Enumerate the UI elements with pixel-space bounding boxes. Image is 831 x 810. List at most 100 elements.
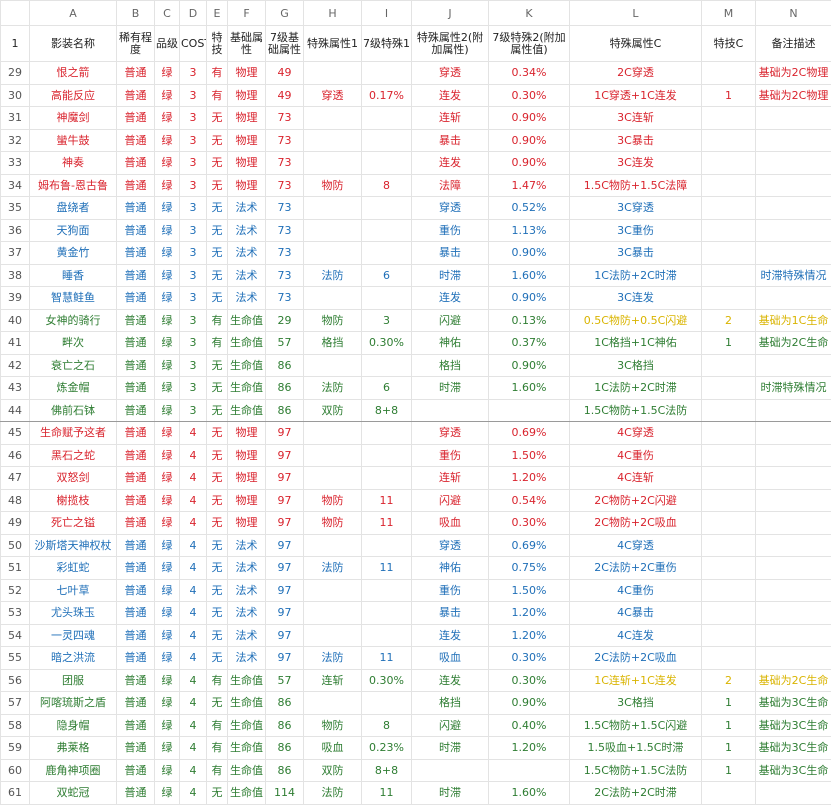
cell-base-attr[interactable]: 法术 bbox=[227, 241, 266, 265]
cell-cost[interactable]: 3 bbox=[179, 151, 207, 175]
cell-lv7-special-2[interactable]: 0.90% bbox=[488, 151, 570, 175]
cell-name[interactable]: 黑石之蛇 bbox=[29, 443, 117, 467]
cell-lv7-special-1[interactable] bbox=[361, 623, 412, 647]
cell-lv7-special-1[interactable]: 6 bbox=[361, 263, 412, 287]
column-header-e[interactable]: E bbox=[206, 0, 228, 26]
row-number[interactable]: 31 bbox=[0, 106, 30, 130]
cell-grade[interactable]: 绿 bbox=[154, 466, 180, 490]
cell-skill-c[interactable]: 1 bbox=[701, 758, 756, 782]
cell-rarity[interactable]: 普通 bbox=[116, 758, 155, 782]
column-header-k[interactable]: K bbox=[488, 0, 570, 26]
cell-notes[interactable]: 基础为2C生命 bbox=[755, 331, 831, 355]
cell-skill[interactable]: 无 bbox=[206, 173, 228, 197]
cell-rarity[interactable]: 普通 bbox=[116, 128, 155, 152]
cell-notes[interactable] bbox=[755, 173, 831, 197]
cell-cost[interactable]: 4 bbox=[179, 533, 207, 557]
cell-name[interactable]: 姆布鲁-恩古鲁 bbox=[29, 173, 117, 197]
cell-rarity[interactable]: 普通 bbox=[116, 286, 155, 310]
cell-notes[interactable]: 基础为3C生命 bbox=[755, 736, 831, 760]
cell-rarity[interactable]: 普通 bbox=[116, 713, 155, 737]
cell-skill-c[interactable] bbox=[701, 623, 756, 647]
cell-lv7-special-2[interactable]: 0.30% bbox=[488, 668, 570, 692]
cell-lv7-base[interactable]: 29 bbox=[265, 308, 304, 332]
cell-lv7-special-2[interactable]: 0.69% bbox=[488, 533, 570, 557]
cell-skill-c[interactable] bbox=[701, 781, 756, 805]
cell-special-c[interactable]: 1C法防+2C时滞 bbox=[569, 263, 702, 287]
cell-grade[interactable]: 绿 bbox=[154, 691, 180, 715]
cell-special-c[interactable]: 3C暴击 bbox=[569, 128, 702, 152]
cell-special-1[interactable]: 穿透 bbox=[303, 83, 362, 107]
cell-skill-c[interactable] bbox=[701, 353, 756, 377]
cell-skill[interactable]: 无 bbox=[206, 601, 228, 625]
cell-grade[interactable]: 绿 bbox=[154, 376, 180, 400]
row-number[interactable]: 34 bbox=[0, 173, 30, 197]
cell-skill-c[interactable]: 2 bbox=[701, 308, 756, 332]
cell-grade[interactable]: 绿 bbox=[154, 736, 180, 760]
cell-special-c[interactable]: 3C暴击 bbox=[569, 241, 702, 265]
row-number[interactable]: 50 bbox=[0, 533, 30, 557]
column-header-h[interactable]: H bbox=[303, 0, 362, 26]
cell-lv7-special-1[interactable] bbox=[361, 196, 412, 220]
cell-lv7-special-2[interactable]: 1.50% bbox=[488, 578, 570, 602]
row-number[interactable]: 38 bbox=[0, 263, 30, 287]
cell-skill[interactable]: 无 bbox=[206, 443, 228, 467]
cell-lv7-special-2[interactable]: 1.20% bbox=[488, 601, 570, 625]
cell-lv7-special-2[interactable]: 0.54% bbox=[488, 488, 570, 512]
row-number[interactable]: 54 bbox=[0, 623, 30, 647]
cell-skill-c[interactable]: 1 bbox=[701, 331, 756, 355]
cell-rarity[interactable]: 普通 bbox=[116, 623, 155, 647]
cell-base-attr[interactable]: 法术 bbox=[227, 646, 266, 670]
cell-notes[interactable]: 基础为2C物理 bbox=[755, 83, 831, 107]
cell-lv7-base[interactable]: 73 bbox=[265, 151, 304, 175]
cell-name[interactable]: 炼金帽 bbox=[29, 376, 117, 400]
cell-rarity[interactable]: 普通 bbox=[116, 83, 155, 107]
header-cell-special-2[interactable]: 特殊属性2(附加属性) bbox=[411, 25, 489, 62]
cell-skill-c[interactable] bbox=[701, 646, 756, 670]
cell-lv7-special-2[interactable]: 0.30% bbox=[488, 646, 570, 670]
column-header-n[interactable]: N bbox=[755, 0, 831, 26]
cell-special-2[interactable]: 连发 bbox=[411, 151, 489, 175]
cell-lv7-special-2[interactable] bbox=[488, 398, 570, 422]
cell-rarity[interactable]: 普通 bbox=[116, 533, 155, 557]
cell-notes[interactable] bbox=[755, 601, 831, 625]
cell-rarity[interactable]: 普通 bbox=[116, 691, 155, 715]
cell-skill[interactable]: 无 bbox=[206, 398, 228, 422]
cell-notes[interactable] bbox=[755, 128, 831, 152]
cell-lv7-special-1[interactable]: 8 bbox=[361, 713, 412, 737]
cell-special-2[interactable] bbox=[411, 398, 489, 422]
cell-lv7-special-1[interactable]: 8 bbox=[361, 173, 412, 197]
cell-lv7-base[interactable]: 73 bbox=[265, 286, 304, 310]
cell-lv7-special-1[interactable]: 0.30% bbox=[361, 668, 412, 692]
cell-special-2[interactable]: 时滞 bbox=[411, 376, 489, 400]
cell-rarity[interactable]: 普通 bbox=[116, 196, 155, 220]
cell-notes[interactable]: 时滞特殊情况 bbox=[755, 376, 831, 400]
cell-skill-c[interactable] bbox=[701, 533, 756, 557]
row-number[interactable]: 61 bbox=[0, 781, 30, 805]
cell-base-attr[interactable]: 生命值 bbox=[227, 758, 266, 782]
row-number[interactable]: 49 bbox=[0, 511, 30, 535]
cell-skill[interactable]: 无 bbox=[206, 533, 228, 557]
cell-grade[interactable]: 绿 bbox=[154, 781, 180, 805]
cell-skill[interactable]: 无 bbox=[206, 646, 228, 670]
cell-skill[interactable]: 无 bbox=[206, 556, 228, 580]
cell-notes[interactable] bbox=[755, 241, 831, 265]
cell-lv7-special-2[interactable]: 0.90% bbox=[488, 691, 570, 715]
cell-skill-c[interactable] bbox=[701, 241, 756, 265]
cell-name[interactable]: 双蛇冠 bbox=[29, 781, 117, 805]
cell-base-attr[interactable]: 法术 bbox=[227, 556, 266, 580]
cell-notes[interactable]: 基础为3C生命 bbox=[755, 713, 831, 737]
cell-special-c[interactable]: 3C格挡 bbox=[569, 691, 702, 715]
cell-lv7-special-2[interactable]: 0.69% bbox=[488, 421, 570, 445]
cell-lv7-special-1[interactable] bbox=[361, 533, 412, 557]
cell-cost[interactable]: 3 bbox=[179, 263, 207, 287]
cell-lv7-special-1[interactable] bbox=[361, 286, 412, 310]
cell-lv7-special-1[interactable] bbox=[361, 241, 412, 265]
cell-base-attr[interactable]: 物理 bbox=[227, 443, 266, 467]
cell-special-2[interactable]: 法障 bbox=[411, 173, 489, 197]
cell-lv7-special-1[interactable]: 11 bbox=[361, 556, 412, 580]
column-header-j[interactable]: J bbox=[411, 0, 489, 26]
cell-special-1[interactable] bbox=[303, 286, 362, 310]
cell-special-1[interactable]: 格挡 bbox=[303, 331, 362, 355]
cell-grade[interactable]: 绿 bbox=[154, 398, 180, 422]
row-number[interactable]: 57 bbox=[0, 691, 30, 715]
